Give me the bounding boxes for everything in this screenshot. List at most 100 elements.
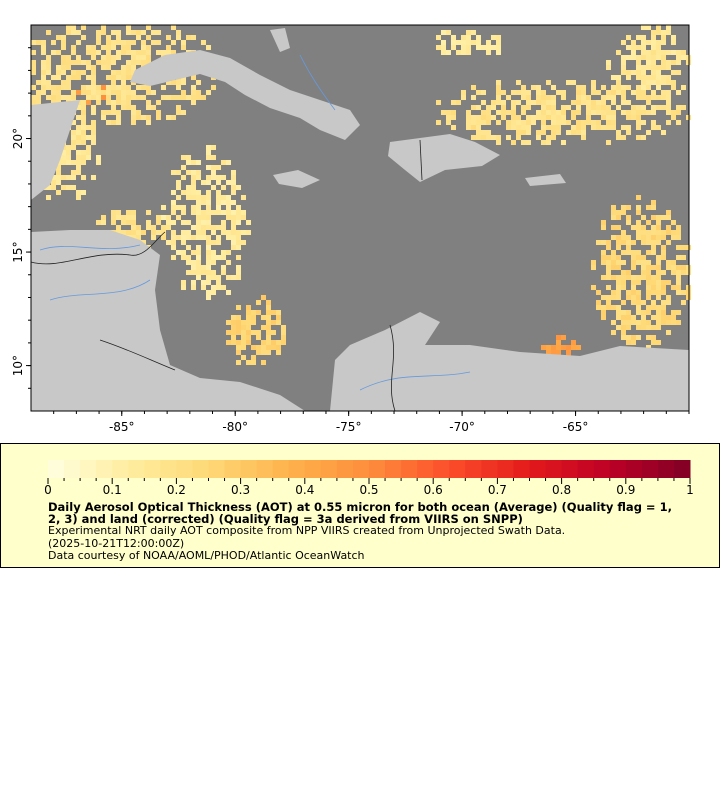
- aot-cell: [631, 300, 636, 305]
- aot-cell: [656, 70, 661, 75]
- aot-cell: [111, 80, 116, 85]
- aot-cell: [56, 170, 61, 175]
- aot-cell: [676, 60, 681, 65]
- aot-cell: [501, 100, 506, 105]
- aot-cell: [116, 30, 121, 35]
- aot-cell: [126, 60, 131, 65]
- aot-cell: [116, 55, 121, 60]
- aot-cell: [146, 50, 151, 55]
- aot-cell: [216, 275, 221, 280]
- aot-cell: [86, 155, 91, 160]
- aot-cell: [491, 115, 496, 120]
- aot-cell: [491, 100, 496, 105]
- aot-cell: [96, 100, 101, 105]
- aot-cell: [551, 135, 556, 140]
- aot-cell: [171, 245, 176, 250]
- aot-cell: [661, 285, 666, 290]
- aot-cell: [216, 175, 221, 180]
- aot-cell: [681, 245, 686, 250]
- aot-cell: [66, 160, 71, 165]
- aot-cell: [91, 80, 96, 85]
- aot-cell: [121, 90, 126, 95]
- aot-cell: [446, 30, 451, 35]
- aot-cell: [71, 70, 76, 75]
- aot-cell: [656, 55, 661, 60]
- aot-cell: [221, 230, 226, 235]
- aot-cell: [551, 95, 556, 100]
- aot-cell: [106, 45, 111, 50]
- aot-cell: [621, 95, 626, 100]
- aot-cell: [631, 335, 636, 340]
- aot-cell: [211, 210, 216, 215]
- aot-cell: [541, 115, 546, 120]
- aot-cell: [596, 105, 601, 110]
- aot-cell: [671, 270, 676, 275]
- aot-cell: [71, 90, 76, 95]
- aot-cell: [96, 95, 101, 100]
- aot-cell: [606, 275, 611, 280]
- aot-cell: [666, 295, 671, 300]
- aot-cell: [121, 45, 126, 50]
- aot-cell: [626, 45, 631, 50]
- aot-cell: [81, 120, 86, 125]
- aot-cell: [156, 40, 161, 45]
- aot-cell: [611, 290, 616, 295]
- aot-cell: [91, 75, 96, 80]
- aot-cell: [31, 85, 36, 90]
- aot-cell: [166, 45, 171, 50]
- aot-cell: [131, 50, 136, 55]
- aot-cell: [111, 60, 116, 65]
- aot-cell: [666, 95, 671, 100]
- aot-cell: [681, 290, 686, 295]
- aot-cell: [506, 120, 511, 125]
- aot-cell: [121, 65, 126, 70]
- aot-cell: [176, 180, 181, 185]
- aot-cell: [646, 230, 651, 235]
- aot-cell: [616, 215, 621, 220]
- aot-cell: [231, 245, 236, 250]
- colorbar-segment: [256, 460, 274, 478]
- aot-cell: [201, 225, 206, 230]
- aot-cell: [91, 130, 96, 135]
- aot-cell: [246, 330, 251, 335]
- aot-cell: [181, 210, 186, 215]
- aot-cell: [131, 230, 136, 235]
- aot-cell: [131, 220, 136, 225]
- aot-cell: [626, 35, 631, 40]
- aot-cell: [276, 345, 281, 350]
- aot-cell: [51, 100, 56, 105]
- aot-cell: [471, 135, 476, 140]
- aot-cell: [681, 105, 686, 110]
- colorbar-tick-label: 0.1: [103, 483, 122, 497]
- aot-cell: [86, 75, 91, 80]
- aot-cell: [631, 285, 636, 290]
- aot-cell: [576, 100, 581, 105]
- aot-cell: [246, 310, 251, 315]
- aot-cell: [471, 40, 476, 45]
- aot-cell: [641, 40, 646, 45]
- aot-cell: [576, 95, 581, 100]
- aot-cell: [146, 60, 151, 65]
- aot-cell: [231, 240, 236, 245]
- aot-cell: [246, 220, 251, 225]
- aot-cell: [191, 185, 196, 190]
- aot-cell: [91, 65, 96, 70]
- aot-cell: [601, 240, 606, 245]
- aot-cell: [206, 205, 211, 210]
- aot-cell: [536, 110, 541, 115]
- aot-cell: [121, 40, 126, 45]
- aot-cell: [451, 110, 456, 115]
- aot-cell: [46, 30, 51, 35]
- aot-cell: [216, 210, 221, 215]
- land: [31, 28, 689, 411]
- aot-cell: [76, 150, 81, 155]
- aot-cell: [556, 130, 561, 135]
- aot-cell: [121, 215, 126, 220]
- aot-cell: [151, 230, 156, 235]
- aot-cell: [481, 100, 486, 105]
- aot-cell: [156, 230, 161, 235]
- aot-cell: [656, 50, 661, 55]
- aot-cell: [171, 205, 176, 210]
- aot-cell: [626, 70, 631, 75]
- colorbar-segment: [80, 460, 97, 478]
